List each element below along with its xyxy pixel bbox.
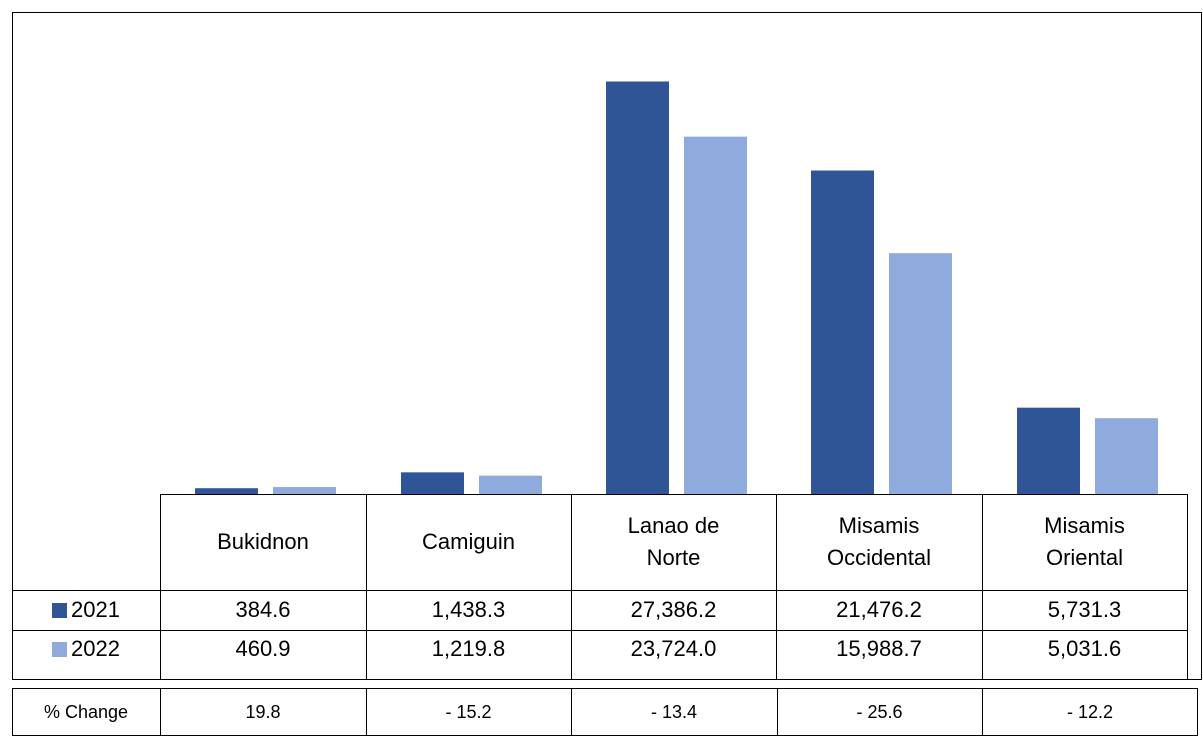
change-value: - 25.6 bbox=[856, 701, 903, 722]
bar bbox=[606, 81, 669, 494]
category-label: Misamis Oriental bbox=[1044, 513, 1125, 570]
legend-label: 2021 bbox=[71, 597, 120, 622]
change-table-grid bbox=[12, 688, 1198, 736]
table-value: 27,386.2 bbox=[630, 597, 717, 622]
category-cell: Lanao de Norte bbox=[571, 494, 776, 590]
table-value: 1,219.8 bbox=[431, 636, 506, 661]
legend-label: 2022 bbox=[71, 636, 120, 661]
bar bbox=[273, 487, 336, 494]
legend-cell: 2021 bbox=[12, 590, 160, 630]
table-value: 21,476.2 bbox=[836, 597, 922, 622]
bar bbox=[889, 253, 952, 494]
bar bbox=[1017, 407, 1080, 494]
legend-swatch bbox=[52, 641, 68, 657]
chart-frame bbox=[12, 12, 1202, 680]
legend-cell: 2022 bbox=[12, 630, 160, 668]
bar bbox=[811, 170, 874, 494]
category-label: Camiguin bbox=[422, 529, 515, 554]
category-cell: Misamis Occidental bbox=[776, 494, 982, 590]
category-cell: Camiguin bbox=[366, 494, 571, 590]
bar bbox=[479, 475, 542, 494]
legend-swatch bbox=[52, 602, 68, 618]
category-label: Bukidnon bbox=[217, 529, 309, 554]
bar bbox=[195, 488, 258, 494]
change-value: - 15.2 bbox=[445, 701, 492, 722]
bar bbox=[1095, 418, 1158, 494]
table-value: 5,731.3 bbox=[1047, 597, 1122, 622]
table-value: 5,031.6 bbox=[1047, 636, 1122, 661]
table-value: 15,988.7 bbox=[836, 636, 922, 661]
category-cell: Misamis Oriental bbox=[982, 494, 1187, 590]
category-label: Misamis Occidental bbox=[827, 513, 931, 570]
change-value: - 13.4 bbox=[650, 701, 698, 722]
bar bbox=[684, 136, 747, 494]
change-table-frame bbox=[12, 688, 1198, 736]
table-value: 460.9 bbox=[235, 636, 291, 661]
change-value: 19.8 bbox=[245, 701, 281, 722]
table-value: 23,724.0 bbox=[630, 636, 717, 661]
bar bbox=[401, 472, 464, 494]
change-value: - 12.2 bbox=[1066, 701, 1114, 722]
table-grid bbox=[12, 494, 1188, 680]
table-value: 384.6 bbox=[235, 597, 291, 622]
category-label: Lanao de Norte bbox=[627, 513, 720, 570]
table-value: 1,438.3 bbox=[431, 597, 506, 622]
category-cell: Bukidnon bbox=[160, 494, 366, 590]
change-label: % Change bbox=[43, 701, 129, 722]
